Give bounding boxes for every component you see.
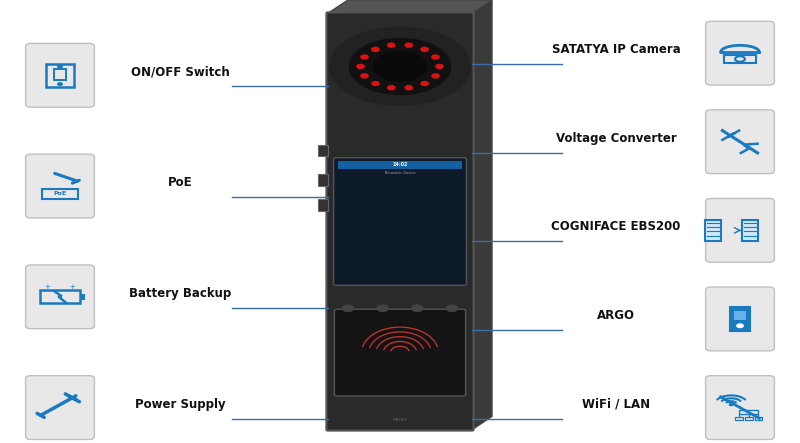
Bar [735, 417, 743, 420]
Text: +: + [45, 284, 50, 290]
Circle shape [372, 82, 379, 85]
FancyBboxPatch shape [326, 12, 474, 431]
Bar [745, 417, 753, 420]
FancyBboxPatch shape [706, 287, 774, 351]
Bar [705, 220, 721, 241]
Text: +: + [70, 284, 75, 290]
FancyBboxPatch shape [706, 376, 774, 439]
Bar [754, 417, 762, 420]
Bar [730, 307, 750, 330]
Circle shape [361, 74, 368, 78]
Polygon shape [328, 0, 492, 13]
Polygon shape [472, 0, 492, 430]
FancyBboxPatch shape [334, 309, 466, 396]
Text: SATATYA IP Camera: SATATYA IP Camera [552, 43, 680, 56]
Text: Power Supply: Power Supply [134, 397, 226, 411]
Circle shape [436, 65, 443, 68]
Bar [80, 294, 85, 300]
Bar [724, 55, 756, 63]
Circle shape [405, 43, 412, 47]
FancyBboxPatch shape [706, 21, 774, 85]
Circle shape [361, 55, 368, 59]
Circle shape [388, 43, 395, 47]
Bar [54, 70, 66, 80]
Text: PoE: PoE [54, 191, 66, 196]
FancyBboxPatch shape [706, 110, 774, 174]
Bar [42, 189, 78, 199]
Text: COGNIFACE EBS200: COGNIFACE EBS200 [551, 220, 681, 233]
Circle shape [730, 404, 733, 406]
Bar [40, 291, 80, 303]
FancyBboxPatch shape [26, 265, 94, 329]
Circle shape [377, 305, 388, 311]
Circle shape [388, 86, 395, 90]
Bar [734, 311, 746, 320]
Text: WiFi / LAN: WiFi / LAN [582, 397, 650, 411]
Bar [739, 410, 758, 414]
Bar [742, 220, 758, 241]
Circle shape [405, 86, 412, 90]
Circle shape [446, 305, 458, 311]
Circle shape [421, 47, 428, 51]
Circle shape [737, 324, 743, 327]
FancyBboxPatch shape [26, 43, 94, 107]
Bar [318, 145, 328, 156]
Bar [318, 174, 328, 186]
FancyBboxPatch shape [706, 198, 774, 262]
Text: ON/OFF Switch: ON/OFF Switch [130, 65, 230, 78]
Text: MATRIX: MATRIX [392, 418, 408, 422]
Bar [46, 64, 74, 87]
Circle shape [374, 52, 426, 81]
Text: ARGO: ARGO [597, 309, 635, 322]
Text: PoE: PoE [168, 176, 192, 189]
Circle shape [412, 305, 423, 311]
FancyBboxPatch shape [334, 158, 466, 285]
Circle shape [330, 27, 470, 105]
Text: Voltage Converter: Voltage Converter [556, 132, 676, 145]
Bar [318, 199, 328, 210]
Text: Battery Backup: Battery Backup [129, 287, 231, 300]
Circle shape [58, 65, 62, 68]
Circle shape [432, 55, 439, 59]
Circle shape [58, 83, 62, 85]
FancyBboxPatch shape [26, 154, 94, 218]
Circle shape [357, 65, 364, 68]
FancyBboxPatch shape [26, 376, 94, 439]
Text: Biometric Device: Biometric Device [385, 171, 415, 175]
Bar [338, 161, 462, 169]
Text: 14:02: 14:02 [392, 162, 408, 167]
Circle shape [372, 47, 379, 51]
Circle shape [432, 74, 439, 78]
Circle shape [350, 39, 450, 94]
Circle shape [342, 305, 354, 311]
Circle shape [421, 82, 428, 85]
